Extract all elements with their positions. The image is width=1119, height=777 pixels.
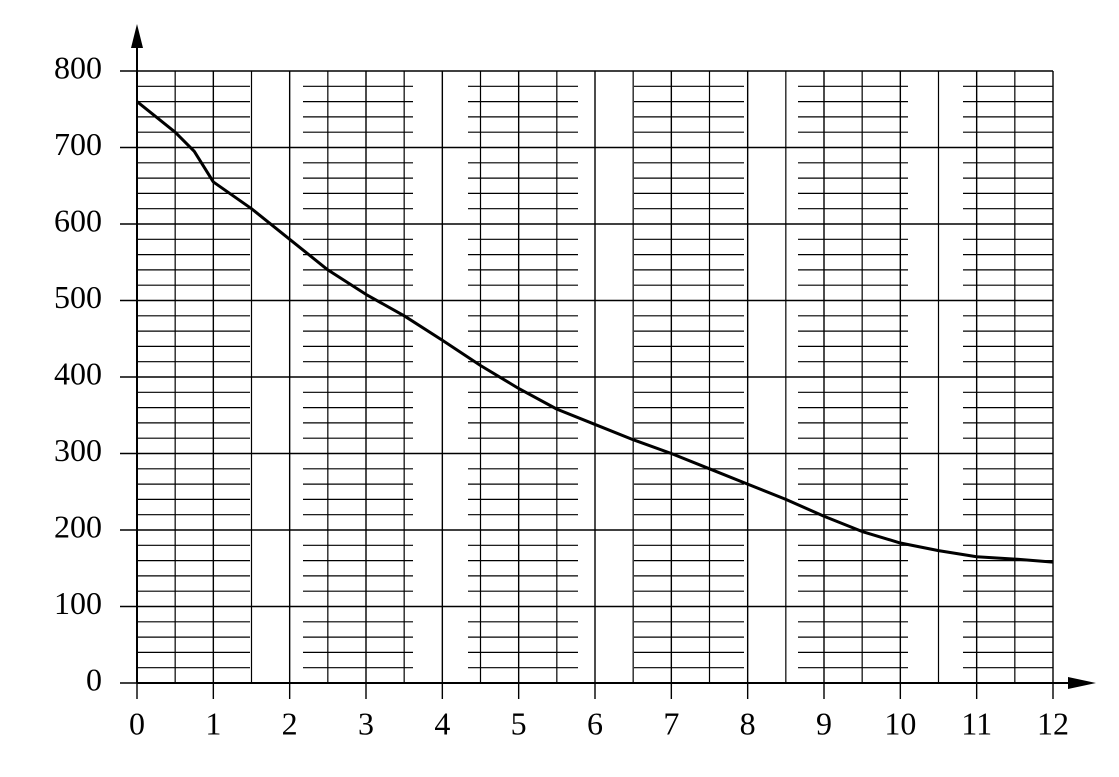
y-tick-label: 600 bbox=[54, 202, 102, 238]
x-tick-label: 2 bbox=[282, 705, 298, 741]
y-tick-label: 500 bbox=[54, 279, 102, 315]
x-tick-label: 3 bbox=[358, 705, 374, 741]
x-tick-label: 10 bbox=[884, 705, 916, 741]
y-tick-label: 400 bbox=[54, 355, 102, 391]
x-axis-arrow bbox=[1068, 677, 1096, 689]
x-tick-label: 6 bbox=[587, 705, 603, 741]
x-tick-label: 7 bbox=[663, 705, 679, 741]
grid bbox=[120, 70, 1054, 699]
x-tick-label: 1 bbox=[205, 705, 221, 741]
y-tick-label: 0 bbox=[86, 661, 102, 697]
y-tick-label: 100 bbox=[54, 585, 102, 621]
x-tick-label: 5 bbox=[511, 705, 527, 741]
y-tick-label: 700 bbox=[54, 126, 102, 162]
y-tick-label: 300 bbox=[54, 432, 102, 468]
data-line bbox=[136, 100, 1054, 564]
x-tick-label: 4 bbox=[434, 705, 450, 741]
y-tick-label: 800 bbox=[54, 49, 102, 85]
x-tick-label: 8 bbox=[740, 705, 756, 741]
x-tick-label: 9 bbox=[816, 705, 832, 741]
x-tick-label: 12 bbox=[1037, 705, 1069, 741]
y-tick-label: 200 bbox=[54, 508, 102, 544]
x-tick-label: 11 bbox=[961, 705, 992, 741]
x-tick-label: 0 bbox=[129, 705, 145, 741]
y-axis-arrow bbox=[131, 24, 143, 48]
